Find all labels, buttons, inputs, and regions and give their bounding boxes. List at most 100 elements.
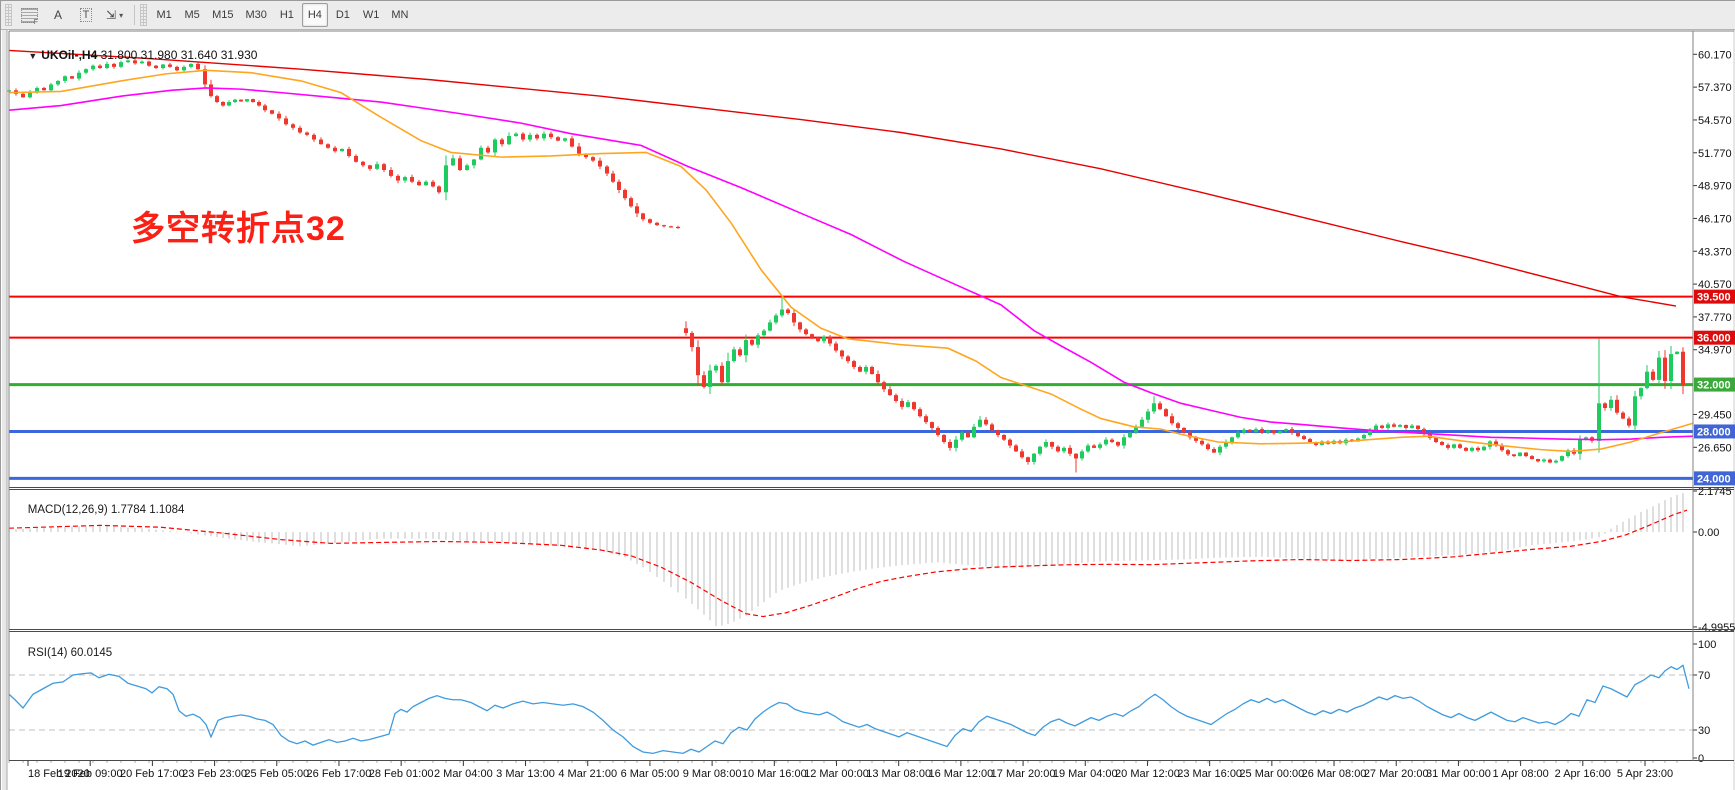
chart-annotation-text[interactable]: 多空转折点32 xyxy=(131,210,346,248)
rsi-line xyxy=(8,664,1690,755)
candle-body xyxy=(154,65,158,69)
date-tick-label: 19 Feb 09:00 xyxy=(58,768,123,780)
candle-body xyxy=(906,402,910,407)
candle-body xyxy=(84,69,88,73)
candle-body xyxy=(410,177,414,182)
tf-button-m30[interactable]: M30 xyxy=(245,9,267,21)
macd-label: MACD(12,26,9) 1.7784 1.1084 xyxy=(15,492,185,528)
price-badge-32.000 xyxy=(1694,377,1735,392)
candle-body xyxy=(182,66,186,71)
candle-body xyxy=(768,322,772,331)
candle-body xyxy=(1164,409,1168,417)
candle-body xyxy=(556,137,560,141)
tf-button-mn[interactable]: MN xyxy=(391,9,409,21)
candle-body xyxy=(936,427,940,435)
price-badge-28.000 xyxy=(1694,424,1735,439)
candle-body xyxy=(1470,447,1474,451)
candle-body xyxy=(1194,437,1198,441)
candle-body xyxy=(1380,425,1384,428)
candle-body xyxy=(472,159,476,166)
tf-button-h4[interactable]: H4 xyxy=(301,3,328,27)
candle-body xyxy=(1092,445,1096,448)
candle-body xyxy=(549,133,553,138)
candle-body xyxy=(239,99,243,102)
tf-button-m15[interactable]: M15 xyxy=(212,9,234,21)
symbol-dropdown-icon[interactable]: ▼ xyxy=(28,51,38,61)
price-badge-label: 28.000 xyxy=(1697,426,1731,438)
candle-body xyxy=(521,133,525,140)
candle-body xyxy=(168,64,172,67)
candle-body xyxy=(28,92,32,98)
candle-body xyxy=(1296,432,1300,437)
main-price-pane[interactable] xyxy=(7,49,1694,480)
candle-body xyxy=(924,416,928,423)
candle-body xyxy=(1062,447,1066,452)
candle-body xyxy=(1494,441,1498,446)
candle-body xyxy=(1578,439,1582,454)
rsi-pane[interactable] xyxy=(8,664,1693,755)
tf-button-w1[interactable]: W1 xyxy=(362,9,380,21)
candle-body xyxy=(900,400,904,407)
dropdown-caret-icon: ▾ xyxy=(119,10,124,20)
candle-body xyxy=(1422,429,1426,434)
candle-body xyxy=(726,361,730,383)
timeframe-grip[interactable] xyxy=(140,4,148,26)
price-badge-label: 36.000 xyxy=(1697,333,1731,345)
candle-body xyxy=(942,434,946,443)
indicator-grid-button[interactable] xyxy=(16,3,43,27)
candle-body xyxy=(1080,451,1084,459)
rsi-tick-label: 0 xyxy=(1698,753,1704,765)
candle-body xyxy=(1416,425,1420,430)
candle-body xyxy=(375,164,379,169)
tf-button-h1[interactable]: H1 xyxy=(279,9,294,21)
candle-body xyxy=(1609,399,1613,409)
candle-body xyxy=(63,76,67,81)
candle-body xyxy=(1657,357,1661,380)
candle-body xyxy=(1152,403,1156,412)
date-tick-label: 26 Mar 08:00 xyxy=(1302,768,1367,780)
tf-button-m5[interactable]: M5 xyxy=(184,9,200,21)
candle-body xyxy=(1290,429,1294,433)
price-axis[interactable]: 60.170 57.370 54.570 51.770 48.970 46.170 43.3… xyxy=(1693,49,1735,765)
tf-button-m1[interactable]: M1 xyxy=(156,9,172,21)
quote-ohlc: 31.800 31.980 31.640 31.930 xyxy=(100,48,258,62)
candle-body xyxy=(479,147,483,160)
text-label-button[interactable]: A xyxy=(45,3,71,27)
candle-body xyxy=(611,173,615,182)
candle-body xyxy=(1134,426,1138,433)
macd-pane[interactable] xyxy=(8,493,1688,627)
candle-body xyxy=(333,147,337,152)
candle-body xyxy=(507,136,511,145)
candle-body xyxy=(1512,454,1516,457)
candle-body xyxy=(1236,432,1240,438)
styles-button[interactable]: ⇲ ▾ xyxy=(101,3,128,27)
candle-body xyxy=(203,69,207,85)
tf-button-d1[interactable]: D1 xyxy=(335,9,350,21)
macd-tick-label: 0.00 xyxy=(1698,527,1719,539)
candle-body xyxy=(1663,357,1667,382)
candle-body xyxy=(133,60,137,64)
candle-body xyxy=(1675,351,1679,355)
candle-body xyxy=(112,63,116,67)
candle-body xyxy=(189,63,193,67)
toolbar-grip[interactable] xyxy=(5,4,12,26)
date-tick-label: 31 Mar 00:00 xyxy=(1426,768,1491,780)
candle-body xyxy=(786,309,790,314)
candle-body xyxy=(1086,445,1090,452)
candle-body xyxy=(396,175,400,181)
date-tick-label: 20 Mar 12:00 xyxy=(1115,768,1180,780)
price-badge-36.000 xyxy=(1694,330,1735,345)
candle-body xyxy=(623,189,627,199)
candle-body xyxy=(846,356,850,362)
candle-body xyxy=(762,330,766,336)
candle-body xyxy=(1584,437,1588,440)
date-tick-label: 6 Mar 05:00 xyxy=(621,768,680,780)
candle-body xyxy=(738,349,742,356)
candle-body xyxy=(635,206,639,214)
candle-body xyxy=(1032,453,1036,462)
text-box-button[interactable]: T xyxy=(73,3,99,27)
candle-body xyxy=(1278,430,1282,434)
